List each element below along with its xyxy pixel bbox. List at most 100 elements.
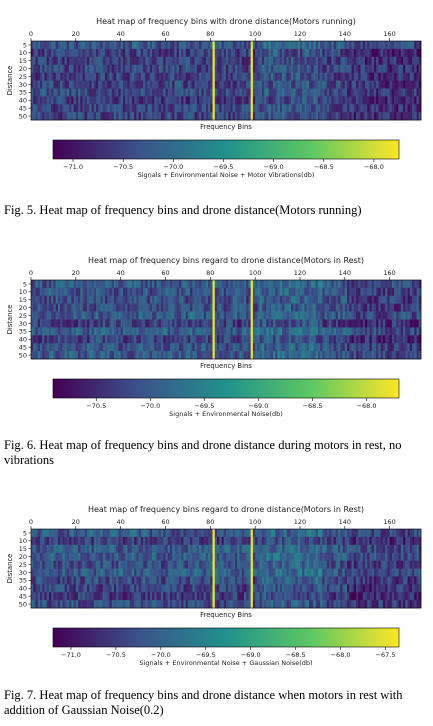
heatmap-cell (82, 80, 86, 89)
heatmap-cell (181, 584, 184, 593)
heatmap-cell (107, 568, 110, 577)
heatmap-cell (136, 552, 139, 561)
heatmap-cell (118, 88, 121, 97)
heatmap-cell (210, 112, 213, 121)
heatmap-cell (113, 536, 117, 546)
heatmap-cell (214, 311, 218, 320)
heatmap-cell (104, 56, 108, 66)
heatmap-cell (333, 327, 337, 336)
heatmap-cell (291, 80, 294, 89)
heatmap-cell (277, 96, 281, 105)
heatmap-cell (113, 72, 117, 81)
heatmap-cell (33, 96, 36, 105)
heatmap-cell (304, 568, 308, 577)
heatmap-cell (367, 327, 370, 336)
heatmap-cell (89, 552, 92, 561)
heatmap-cell (248, 584, 251, 593)
heatmap-cell (405, 303, 408, 312)
heatmap-cell (273, 319, 276, 328)
heatmap-cell (102, 568, 106, 577)
heatmap-cell (282, 303, 285, 312)
heatmap-cell (210, 584, 213, 593)
heatmap-cell (259, 544, 263, 554)
heatmap-cell (163, 552, 166, 561)
heatmap-cell (288, 552, 292, 561)
heatmap-cell (243, 112, 247, 121)
heatmap-cell (210, 48, 213, 58)
heatmap-cell (273, 584, 276, 593)
heatmap-cell (44, 327, 48, 336)
heatmap-cell (380, 112, 384, 121)
heatmap-cell (165, 104, 169, 113)
heatmap-cell (39, 88, 43, 97)
heatmap-cell (219, 64, 222, 73)
heatmap-cell (302, 303, 305, 312)
heatmap-cell (403, 343, 406, 352)
heatmap-cell (178, 88, 182, 97)
heatmap-cell (129, 351, 133, 360)
heatmap-cell (389, 576, 393, 585)
heatmap-cell (347, 560, 350, 569)
heatmap-cell (42, 104, 45, 113)
heatmap-cell (373, 529, 377, 538)
heatmap-cell (98, 64, 101, 73)
heatmap-cell (282, 560, 285, 569)
heatmap-cell (356, 529, 359, 538)
heatmap-cell (104, 104, 108, 113)
heatmap-cell (102, 319, 106, 328)
heatmap-cell (331, 327, 334, 336)
heatmap-cell (324, 88, 328, 97)
heatmap-cell (87, 560, 90, 569)
heatmap-cell (51, 335, 54, 344)
heatmap-cell (190, 56, 193, 66)
heatmap-cell (62, 529, 65, 538)
heatmap-cell (304, 335, 308, 344)
heatmap-cell (398, 544, 402, 554)
heatmap-cell (131, 584, 135, 593)
heatmap-cell (380, 280, 384, 289)
heatmap-cell (102, 64, 106, 73)
heatmap-cell (338, 112, 341, 121)
heatmap-cell (113, 351, 117, 360)
heatmap-cell (210, 529, 213, 538)
heatmap-cell (228, 544, 231, 554)
heatmap-cell (53, 280, 56, 289)
heatmap-cell (333, 112, 337, 121)
heatmap-cell (31, 295, 34, 305)
heatmap-cell (192, 287, 195, 297)
heatmap-cell (342, 96, 346, 105)
heatmap-cell (282, 319, 285, 328)
heatmap-cell (176, 72, 180, 81)
heatmap-cell (69, 72, 72, 81)
heatmap-cell (347, 552, 350, 561)
heatmap-cell (252, 41, 256, 50)
heatmap-cell (118, 64, 121, 73)
heatmap-cell (185, 584, 189, 593)
heatmap-cell (371, 343, 375, 352)
heatmap-cell (156, 544, 160, 554)
heatmap-cell (317, 80, 321, 89)
heatmap-cell (248, 112, 251, 121)
heatmap-cell (344, 104, 348, 113)
heatmap-cell (299, 80, 303, 89)
heatmap-cell (317, 351, 321, 360)
heatmap-cell (349, 584, 352, 593)
heatmap-cell (400, 295, 404, 305)
heatmap-cell (64, 327, 68, 336)
heatmap-cell (89, 584, 92, 593)
heatmap-cell (96, 576, 99, 585)
heatmap-cell (185, 351, 189, 360)
heatmap-cell (302, 48, 305, 58)
heatmap-cell (57, 335, 61, 344)
heatmap-cell (143, 351, 146, 360)
heatmap-cell (192, 41, 195, 50)
heatmap-cell (93, 576, 97, 585)
heatmap-cell (100, 335, 104, 344)
heatmap-cell (187, 64, 191, 73)
heatmap-cell (340, 529, 343, 538)
heatmap-cell (252, 303, 256, 312)
heatmap-cell (223, 72, 227, 81)
heatmap-cell (335, 568, 339, 577)
heatmap-cell (87, 80, 90, 89)
heatmap-cell (129, 41, 133, 50)
